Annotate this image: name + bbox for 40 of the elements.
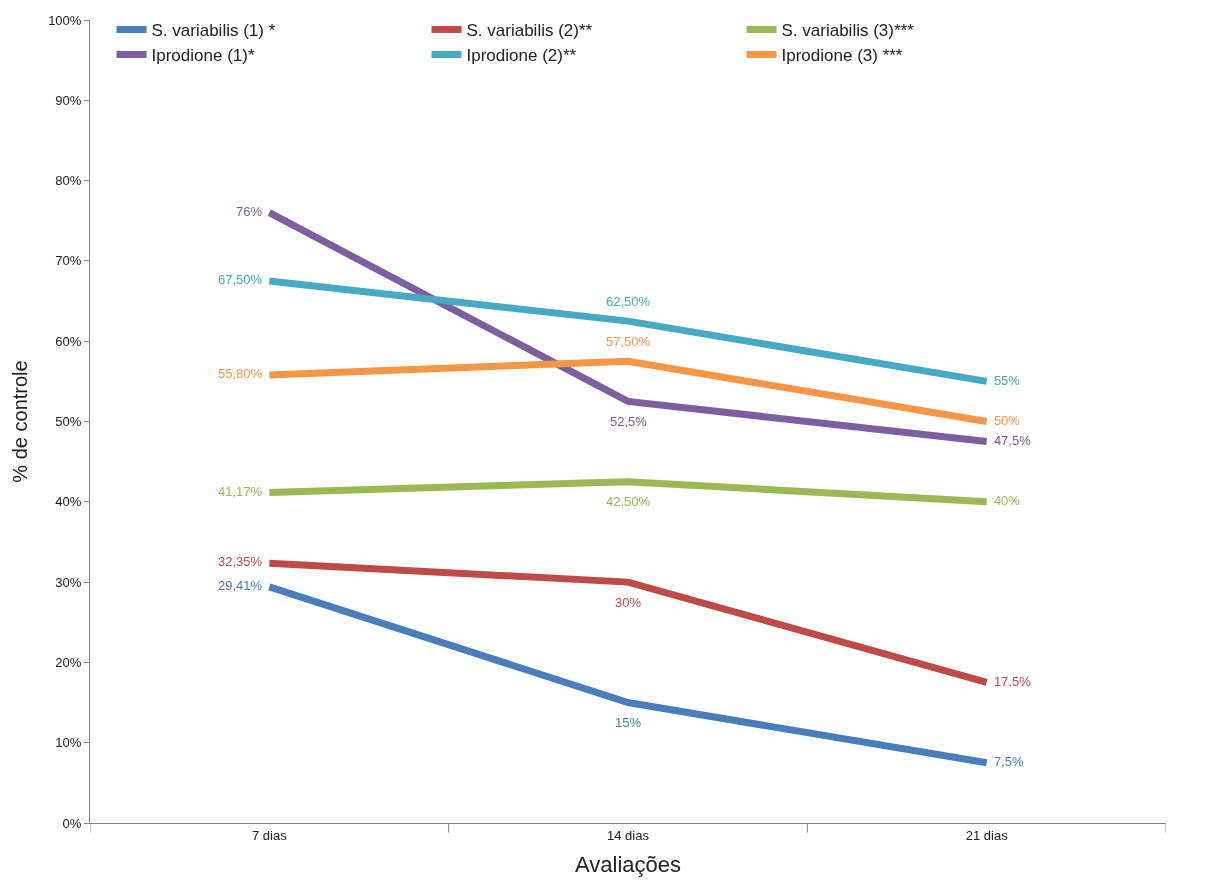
legend-label: S. variabilis (3)*** xyxy=(781,21,915,41)
y-tick-label: 0% xyxy=(62,815,82,831)
y-tick-label: 90% xyxy=(55,92,82,108)
data-label: 55% xyxy=(986,372,1028,388)
x-axis-title: Avaliações xyxy=(575,852,681,878)
legend-label: Iprodione (3) *** xyxy=(781,46,903,66)
data-label: 17,5% xyxy=(986,673,1038,689)
legend-label: Iprodione (2)** xyxy=(466,46,577,66)
y-tick-label: 20% xyxy=(55,654,82,670)
data-label: 76% xyxy=(228,203,270,219)
y-tick-label: 70% xyxy=(55,253,82,269)
data-label: 40% xyxy=(986,493,1028,509)
y-tick-label: 100% xyxy=(48,12,82,28)
y-axis-title: % de controle xyxy=(8,360,31,483)
data-label: 47,5% xyxy=(986,432,1038,448)
x-tick-label: 14 dias xyxy=(607,827,650,843)
y-tick-label: 50% xyxy=(55,414,82,430)
y-tick-label: 80% xyxy=(55,173,82,189)
data-label: 50% xyxy=(986,412,1028,428)
data-label: 57,50% xyxy=(606,334,651,349)
data-label: 62,50% xyxy=(606,294,651,309)
y-tick-label: 30% xyxy=(55,574,82,590)
legend-label: Iprodione (1)* xyxy=(151,46,255,66)
data-label: 32,35% xyxy=(210,554,270,570)
x-tick-label: 21 dias xyxy=(965,827,1009,843)
data-label: 52,5% xyxy=(610,414,648,429)
data-label: 30% xyxy=(615,595,642,610)
legend-label: S. variabilis (1) * xyxy=(151,21,276,41)
data-label: 7,5% xyxy=(986,754,1031,770)
x-tick-label: 7 dias xyxy=(251,827,288,843)
data-label: 15% xyxy=(615,715,642,730)
y-tick-label: 40% xyxy=(55,494,82,510)
legend-label: S. variabilis (2)** xyxy=(466,21,593,41)
data-label: 29,41% xyxy=(210,578,270,594)
data-label: 67,50% xyxy=(210,272,270,288)
y-tick-label: 10% xyxy=(55,735,82,751)
data-label: 42,50% xyxy=(606,494,651,509)
y-tick-label: 60% xyxy=(55,333,82,349)
data-label: 41,17% xyxy=(210,483,270,499)
data-label: 55,80% xyxy=(210,366,270,382)
